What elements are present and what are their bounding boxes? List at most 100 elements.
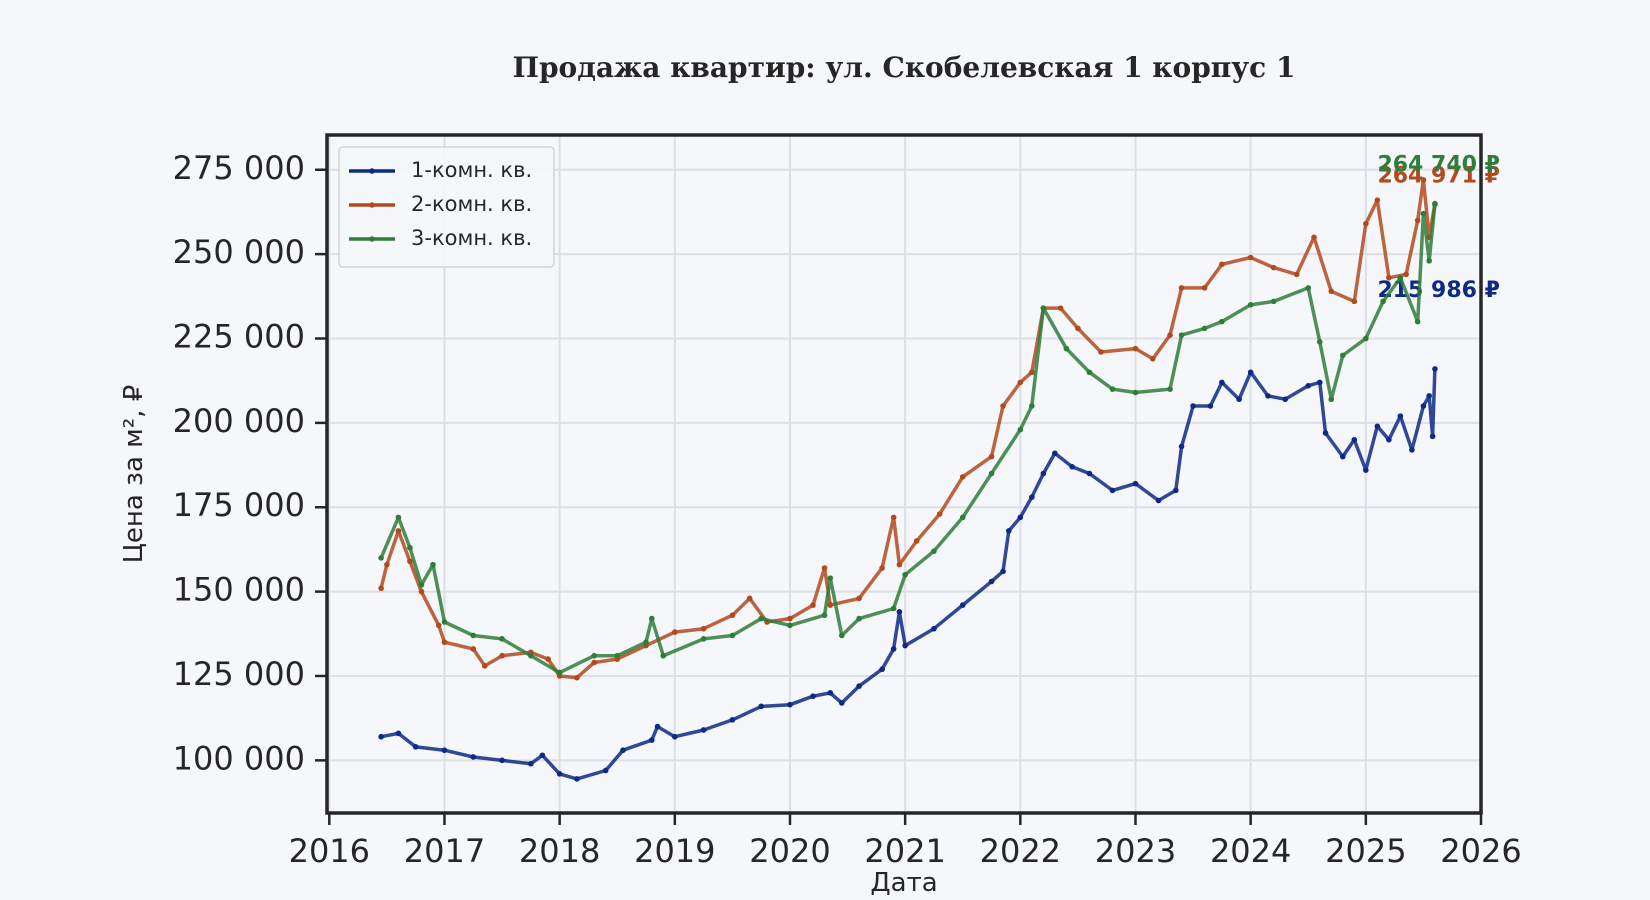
- data-point: [430, 561, 436, 568]
- data-point: [1328, 288, 1335, 295]
- data-point: [746, 595, 753, 602]
- data-point: [1409, 447, 1415, 453]
- data-point: [648, 737, 655, 743]
- data-point: [729, 632, 736, 639]
- x-tick-label: 2025: [1325, 832, 1406, 870]
- data-point: [1063, 345, 1070, 352]
- data-point: [1247, 254, 1254, 261]
- data-point: [1207, 403, 1214, 409]
- legend-label: 1-комн. кв.: [411, 158, 532, 182]
- data-point: [1132, 389, 1139, 396]
- y-tick-label: 175 000: [173, 486, 305, 524]
- data-point: [1351, 436, 1358, 443]
- data-point: [856, 595, 862, 602]
- data-point: [1201, 325, 1208, 332]
- data-point: [839, 700, 845, 706]
- data-point: [643, 639, 649, 646]
- data-point: [729, 717, 736, 723]
- legend-marker: [369, 236, 375, 242]
- data-point: [1339, 453, 1346, 460]
- data-point: [1328, 396, 1335, 403]
- data-point: [1040, 470, 1047, 477]
- x-tick-label: 2021: [864, 832, 945, 870]
- data-point: [1265, 393, 1271, 399]
- data-point: [931, 625, 937, 632]
- data-point: [827, 602, 834, 608]
- data-point: [648, 615, 655, 622]
- data-point: [1247, 369, 1254, 376]
- x-tick-label: 2022: [980, 832, 1061, 870]
- data-point: [959, 602, 966, 608]
- y-tick-label: 250 000: [173, 233, 305, 271]
- data-point: [1219, 379, 1225, 386]
- data-point: [1282, 396, 1289, 403]
- data-point: [1000, 568, 1006, 575]
- data-point: [1075, 325, 1081, 332]
- data-point: [1086, 470, 1093, 477]
- data-point: [384, 561, 390, 568]
- data-point: [574, 776, 580, 782]
- series-line: [380, 368, 1437, 781]
- data-point: [959, 514, 966, 521]
- data-point: [902, 571, 908, 578]
- data-point: [1040, 305, 1047, 311]
- data-point: [660, 652, 667, 659]
- data-point: [1132, 480, 1139, 487]
- data-point: [758, 703, 764, 710]
- data-point: [1351, 298, 1358, 305]
- data-point: [407, 558, 413, 565]
- data-point: [1420, 210, 1427, 217]
- data-point: [1069, 463, 1075, 470]
- data-point: [839, 632, 845, 639]
- data-point: [1374, 423, 1381, 430]
- y-tick-label: 150 000: [173, 571, 305, 609]
- data-point: [700, 636, 707, 642]
- data-point: [1293, 271, 1300, 278]
- data-point: [1397, 413, 1404, 419]
- data-point: [988, 578, 995, 585]
- data-point: [470, 646, 477, 652]
- data-point: [1167, 386, 1173, 392]
- data-point: [1236, 396, 1242, 403]
- data-point: [556, 669, 563, 676]
- data-point: [1414, 217, 1421, 224]
- data-point: [988, 470, 995, 477]
- data-point: [959, 474, 966, 480]
- data-point: [1167, 332, 1173, 338]
- data-point: [1098, 349, 1104, 355]
- data-point: [1052, 450, 1058, 457]
- legend-box: [338, 146, 555, 268]
- plot-frame: [325, 133, 1483, 815]
- x-tick-label: 2016: [289, 832, 370, 870]
- data-point: [499, 652, 505, 659]
- data-point: [654, 723, 661, 730]
- data-point: [1132, 345, 1139, 352]
- data-point: [1420, 403, 1427, 409]
- data-point: [672, 733, 678, 740]
- data-point: [931, 548, 937, 554]
- data-point: [890, 605, 897, 612]
- data-point: [787, 615, 793, 622]
- data-point: [418, 582, 425, 588]
- x-tick-label: 2019: [634, 832, 715, 870]
- data-point: [1397, 274, 1404, 281]
- legend-label: 2-комн. кв.: [411, 192, 532, 216]
- data-point: [879, 666, 885, 673]
- end-label: 264 971 ₽: [1377, 164, 1499, 189]
- data-point: [1374, 197, 1381, 203]
- data-point: [1109, 487, 1116, 494]
- data-point: [821, 565, 828, 571]
- data-point: [1173, 487, 1179, 494]
- data-point: [1017, 426, 1024, 433]
- data-point: [1311, 234, 1317, 241]
- data-point: [378, 555, 384, 561]
- data-point: [1305, 382, 1312, 389]
- data-point: [758, 615, 764, 622]
- legend-marker: [369, 202, 375, 208]
- data-point: [1029, 369, 1035, 376]
- data-point: [1109, 386, 1116, 392]
- data-point: [913, 538, 920, 544]
- data-point: [1426, 393, 1432, 399]
- data-point: [441, 747, 448, 754]
